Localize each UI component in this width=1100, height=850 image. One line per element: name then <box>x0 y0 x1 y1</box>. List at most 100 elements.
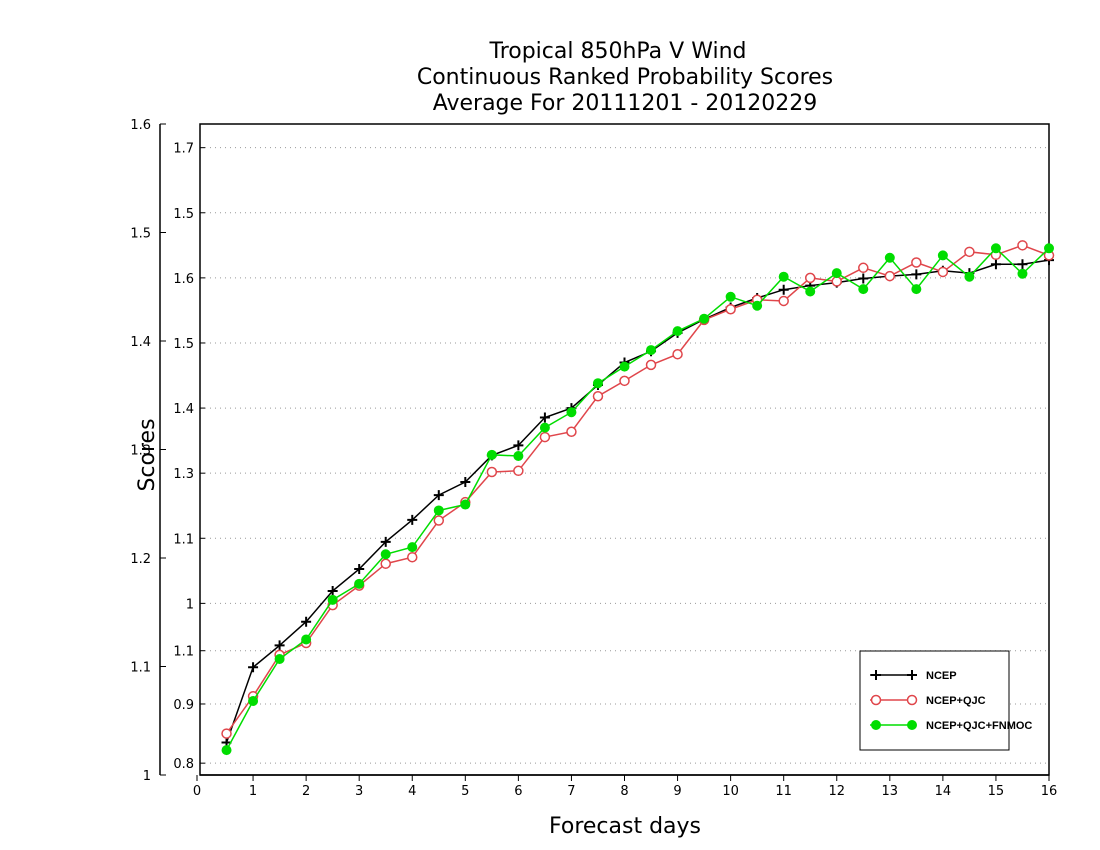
ncep-point <box>274 640 285 651</box>
ncep-qjc-point <box>539 431 551 443</box>
ncep-point <box>778 284 789 295</box>
plot-y-ticks: 0.8 0.9 1.1 1 1.1 1.3 1.4 1.5 1.6 1.5 1.7 <box>173 142 205 772</box>
plot-y-tick-label: 1.5 <box>173 337 194 352</box>
series-ncep-qjc-fnmoc <box>221 243 1054 756</box>
ncep-qjc-point <box>884 270 896 282</box>
ncep-qjc-point <box>645 359 657 371</box>
plot-y-tick-label: 1.6 <box>173 272 194 287</box>
x-axis-tick-label: 13 <box>882 784 899 799</box>
x-axis-tick-label: 6 <box>514 784 522 799</box>
ncep-point <box>539 412 550 423</box>
ncep-qjc-fnmoc-point <box>539 422 550 433</box>
left-axis-tick-label: 1.6 <box>130 118 151 133</box>
x-axis-tick-label: 4 <box>408 784 416 799</box>
chart-title: Tropical 850hPa V Wind Continuous Ranked… <box>417 39 833 116</box>
series-line-ncep-qjc-fnmoc <box>225 247 1050 751</box>
x-axis-tick-label: 12 <box>828 784 845 799</box>
ncep-qjc-fnmoc-point <box>805 286 816 297</box>
ncep-qjc-fnmoc-point <box>911 284 922 295</box>
legend-ncep-point <box>907 670 917 680</box>
x-axis-tick-label: 14 <box>935 784 952 799</box>
ncep-qjc-fnmoc-point <box>433 505 444 516</box>
ncep-qjc-point <box>964 246 975 258</box>
ncep-qjc-fnmoc-point <box>778 271 789 282</box>
x-axis-tick-label: 7 <box>567 784 575 799</box>
plot-y-tick-label: 0.9 <box>173 698 194 713</box>
x-axis-tick-label: 8 <box>620 784 628 799</box>
ncep-point <box>911 269 922 280</box>
ncep-qjc-fnmoc-point <box>566 407 577 418</box>
ncep-qjc-point <box>804 272 816 284</box>
plot-y-tick-label: 1 <box>186 597 194 612</box>
ncep-qjc-point <box>831 276 842 287</box>
ncep-qjc-fnmoc-point <box>486 449 497 460</box>
left-axis-tick-label: 1.3 <box>130 444 151 459</box>
ncep-qjc-point <box>486 466 498 478</box>
ncep-qjc-point <box>433 515 445 526</box>
legend-label: NCEP+QJC+FNMOC <box>926 720 1032 732</box>
x-axis-ticks: 0 1 2 3 4 5 6 7 8 9 10 11 12 13 14 15 16 <box>193 775 1057 799</box>
ncep-point <box>248 662 259 673</box>
ncep-qjc-fnmoc-point <box>248 696 259 707</box>
plot-y-tick-label: 1.5 <box>173 207 194 222</box>
ncep-qjc-fnmoc-point <box>646 345 657 356</box>
ncep-point <box>513 440 524 451</box>
chart-title-line-3: Average For 20111201 - 20120229 <box>433 91 818 116</box>
legend-label: NCEP+QJC <box>926 695 986 707</box>
series-layer <box>221 240 1055 756</box>
plot-y-tick-label: 1.7 <box>173 142 194 157</box>
ncep-qjc-fnmoc-point <box>1017 268 1028 279</box>
ncep-qjc-point <box>778 295 789 307</box>
ncep-qjc-fnmoc-point <box>672 326 683 337</box>
ncep-qjc-fnmoc-point <box>592 378 603 389</box>
ncep-point <box>380 536 391 547</box>
legend-ncep-qjc-point <box>870 694 882 706</box>
ncep-qjc-fnmoc-point <box>274 654 285 665</box>
chart-title-line-2: Continuous Ranked Probability Scores <box>417 65 833 90</box>
ncep-qjc-fnmoc-point <box>513 451 524 462</box>
plot-y-tick-label: 1.3 <box>173 467 194 482</box>
legend-ncep-qjc-fnmoc-point <box>871 720 881 730</box>
ncep-qjc-point <box>566 426 577 437</box>
legend-item-ncep: NCEP <box>870 670 957 682</box>
ncep-qjc-fnmoc-point <box>301 634 312 645</box>
ncep-qjc-fnmoc-point <box>460 499 471 510</box>
ncep-qjc-point <box>513 465 524 477</box>
plot-y-tick-label: 0.8 <box>173 757 194 772</box>
ncep-qjc-fnmoc-point <box>752 300 763 311</box>
ncep-qjc-fnmoc-point <box>380 549 391 560</box>
ncep-qjc-fnmoc-point <box>699 313 710 324</box>
legend-item-ncep-qjc-fnmoc: NCEP+QJC+FNMOC <box>870 720 1032 732</box>
ncep-point <box>433 490 444 501</box>
left-axis-ticks: 1 1.1 1.2 1.3 1.4 1.5 1.6 <box>130 118 166 784</box>
ncep-qjc-point <box>937 266 949 278</box>
ncep-qjc-fnmoc-point <box>964 271 975 282</box>
ncep-qjc-fnmoc-point <box>858 284 869 295</box>
legend-ncep-qjc-point <box>906 694 918 706</box>
ncep-qjc-fnmoc-point <box>354 578 365 589</box>
ncep-qjc-point <box>911 257 922 268</box>
x-axis-label: Forecast days <box>549 814 701 839</box>
ncep-qjc-point <box>672 348 683 360</box>
plot-y-tick-label: 1.1 <box>173 532 194 547</box>
ncep-qjc-fnmoc-point <box>1044 243 1054 254</box>
ncep-qjc-fnmoc-point <box>990 243 1001 254</box>
ncep-qjc-fnmoc-point <box>407 542 418 553</box>
left-axis-tick-label: 1.5 <box>130 227 151 242</box>
x-axis-tick-label: 10 <box>722 784 739 799</box>
ncep-qjc-point <box>380 558 391 569</box>
x-axis-tick-label: 2 <box>302 784 310 799</box>
ncep-qjc-fnmoc-point <box>937 250 948 261</box>
x-axis-tick-label: 0 <box>193 784 201 799</box>
x-axis-tick-label: 5 <box>461 784 469 799</box>
ncep-point <box>327 585 338 596</box>
legend-ncep-qjc-fnmoc-point <box>907 720 917 730</box>
ncep-qjc-point <box>1017 240 1028 251</box>
ncep-point <box>990 259 1001 270</box>
left-axis-tick-label: 1 <box>143 769 151 784</box>
ncep-point <box>354 564 365 575</box>
legend-ncep-point <box>871 670 881 680</box>
ncep-qjc-point <box>858 262 869 274</box>
x-axis-tick-label: 11 <box>775 784 792 799</box>
